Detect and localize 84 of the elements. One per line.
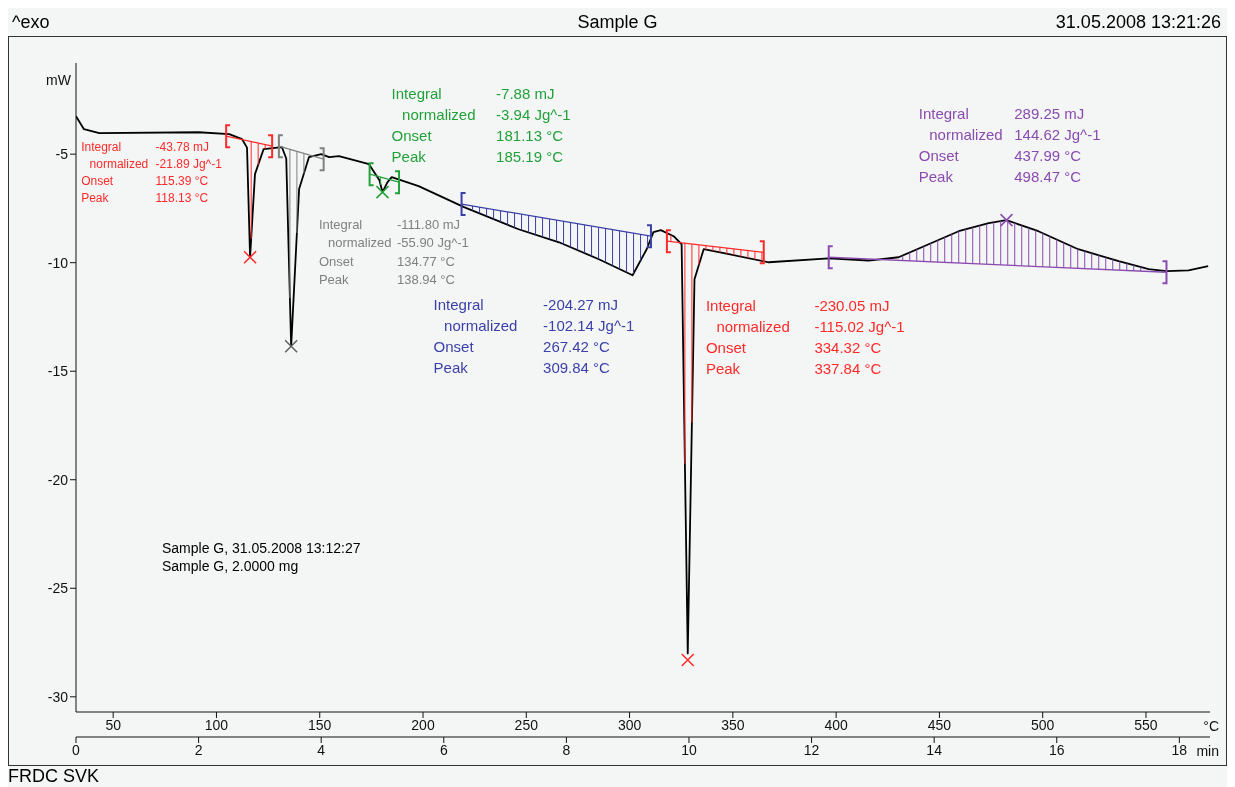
annotation: -21.89 Jg^-1 — [155, 156, 223, 171]
annotation: Peak — [433, 359, 469, 377]
annotation: Sample G, 31.05.2008 13:12:27 — [162, 540, 361, 556]
x2-tick-label: 400 — [824, 716, 849, 733]
annotation: Integral — [318, 217, 363, 233]
annotation: 144.62 Jg^-1 — [1014, 126, 1101, 144]
x2-tick-label: 250 — [514, 716, 539, 733]
annotation: normalized — [716, 318, 790, 336]
annotation: Peak — [918, 168, 954, 186]
x2-axis-title: °C — [1203, 718, 1219, 735]
y-tick-label: -5 — [55, 146, 69, 163]
annotation: Integral — [433, 296, 484, 314]
y-tick-label: -10 — [47, 254, 69, 271]
annotation: 181.13 °C — [496, 127, 564, 145]
annotation: normalized — [444, 317, 518, 335]
annotation: -111.80 mJ — [396, 217, 461, 233]
annotation: -43.78 mJ — [155, 140, 209, 155]
annotation: 134.77 °C — [396, 253, 455, 269]
annotation: -3.94 Jg^-1 — [496, 106, 571, 124]
annotation: 337.84 °C — [814, 360, 882, 378]
annotation: -204.27 mJ — [543, 296, 619, 314]
annotation: 185.19 °C — [496, 148, 564, 166]
annotation: normalized — [929, 126, 1003, 144]
annotation: Peak — [705, 360, 741, 378]
x-tick-label: 6 — [439, 741, 448, 758]
x-tick-label: 16 — [1048, 741, 1065, 758]
x-axis-title: min — [1196, 743, 1219, 760]
annotation: -102.14 Jg^-1 — [543, 317, 635, 335]
annotation: normalized — [327, 235, 392, 251]
annotation: -115.02 Jg^-1 — [814, 318, 905, 336]
annotation: Peak — [81, 190, 110, 205]
y-tick-label: -15 — [47, 363, 69, 380]
x-tick-label: 10 — [681, 741, 697, 758]
annotation: 334.32 °C — [814, 339, 882, 357]
annotation: Onset — [705, 339, 747, 357]
annotation: 115.39 °C — [155, 173, 209, 188]
x-tick-label: 0 — [72, 741, 81, 758]
x2-tick-label: 150 — [308, 716, 332, 733]
y-tick-label: -25 — [47, 580, 69, 597]
annotation: Integral — [81, 140, 122, 155]
annotation: 267.42 °C — [543, 338, 611, 356]
y-axis-title: mW — [46, 72, 72, 88]
annotation: Onset — [918, 147, 960, 165]
annotation: Sample G, 2.0000 mg — [162, 558, 299, 574]
x2-tick-label: 500 — [1031, 716, 1055, 733]
annotation: Onset — [81, 173, 114, 188]
x-tick-label: 14 — [926, 741, 943, 758]
annotation: 289.25 mJ — [1014, 105, 1085, 123]
annotation: 138.94 °C — [396, 271, 455, 287]
x2-tick-label: 550 — [1134, 716, 1158, 733]
x2-tick-label: 350 — [721, 716, 745, 733]
annotation: Onset — [433, 338, 475, 356]
annotation: 498.47 °C — [1014, 168, 1082, 186]
y-tick-label: -20 — [47, 471, 69, 488]
x2-tick-label: 200 — [411, 716, 435, 733]
annotation: 437.99 °C — [1014, 147, 1082, 165]
annotation: -55.90 Jg^-1 — [396, 235, 469, 251]
chart-title: Sample G — [577, 12, 658, 32]
annotation: -230.05 mJ — [814, 297, 890, 315]
x-tick-label: 18 — [1171, 741, 1188, 758]
x2-tick-label: 100 — [204, 716, 229, 733]
annotation: Integral — [391, 85, 442, 103]
annotation: normalized — [402, 106, 476, 124]
annotation: Onset — [391, 127, 433, 145]
x2-tick-label: 50 — [105, 716, 122, 733]
x-tick-label: 4 — [317, 741, 326, 758]
x2-tick-label: 300 — [617, 716, 642, 733]
annotation: Integral — [918, 105, 969, 123]
annotation: 309.84 °C — [543, 359, 611, 377]
text: 31.05.2008 13:21:26 — [1055, 12, 1221, 33]
x2-tick-label: 450 — [927, 716, 952, 733]
x-tick-label: 8 — [562, 741, 571, 758]
annotation: 118.13 °C — [155, 190, 209, 205]
y-tick-label: -30 — [47, 688, 69, 705]
annotation: Integral — [705, 297, 756, 315]
annotation: -7.88 mJ — [496, 85, 555, 103]
text: FRDC SVK — [8, 766, 100, 787]
annotation: Peak — [318, 271, 350, 287]
x-tick-label: 12 — [803, 741, 820, 758]
annotation: Onset — [318, 253, 354, 269]
x-tick-label: 2 — [194, 741, 203, 758]
text: ^exo — [12, 12, 50, 33]
annotation: Peak — [391, 148, 427, 166]
annotation: normalized — [89, 156, 149, 171]
